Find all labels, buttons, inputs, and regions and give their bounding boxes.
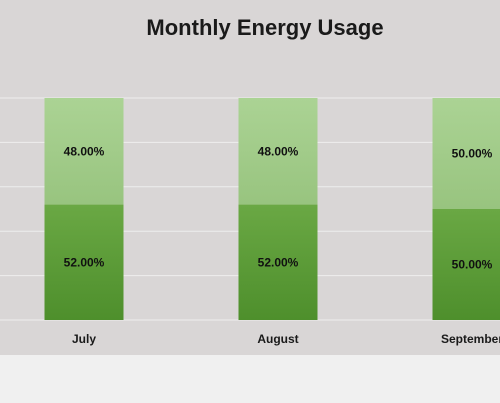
bars: 52.00% 48.00% 52.00% 48.00% 50.00% 50.00% [44, 98, 500, 320]
bar-demand-cost-september [432, 98, 500, 209]
data-label: 48.00% [64, 144, 105, 158]
data-label: 50.00% [452, 258, 493, 272]
data-label: 48.00% [258, 144, 299, 158]
data-label: 52.00% [64, 255, 105, 269]
chart-area: Monthly Energy Usage 52.00% 48.00% 52.00% 4… [0, 0, 500, 355]
bottom-band [0, 355, 500, 403]
data-label: 52.00% [258, 255, 299, 269]
bar-demand-cost-august [238, 98, 318, 205]
bar-demand-cost-july [44, 98, 124, 205]
category-label-august: August [257, 332, 298, 346]
data-label: 50.00% [452, 147, 493, 161]
chart-svg: Monthly Energy Usage 52.00% 48.00% 52.00% 4… [0, 15, 500, 346]
category-label-july: July [72, 332, 96, 346]
category-labels: July August September [72, 332, 500, 346]
bar-energy-cost-september [432, 209, 500, 320]
bar-energy-cost-august [238, 204, 318, 320]
chart-title: Monthly Energy Usage [146, 15, 383, 40]
category-label-september: September [441, 332, 500, 346]
bar-energy-cost-july [44, 204, 124, 320]
